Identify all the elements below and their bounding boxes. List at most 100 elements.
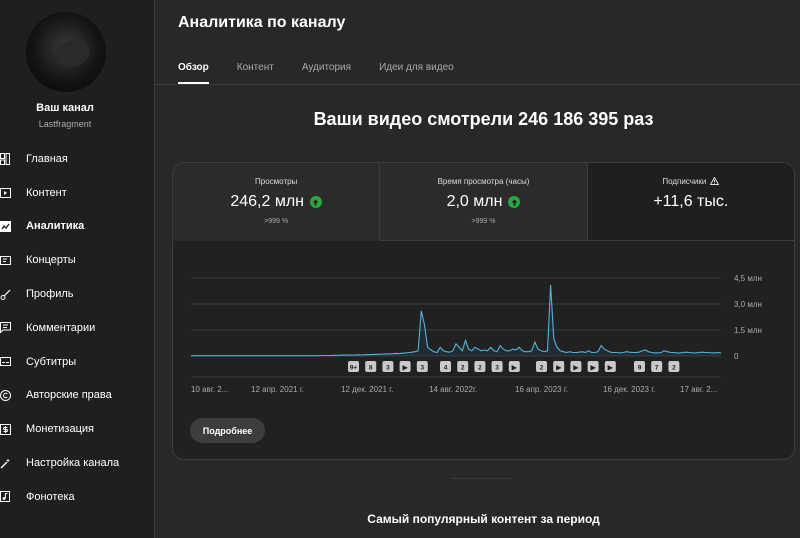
video-marker[interactable] — [668, 361, 680, 372]
video-marker-label: ▶ — [572, 365, 579, 372]
video-marker-label: ▶ — [511, 365, 518, 372]
video-marker[interactable] — [348, 361, 359, 372]
ticket-icon — [0, 255, 26, 265]
video-marker-label: ▶ — [590, 365, 597, 372]
video-marker-label: 2 — [478, 365, 482, 372]
tab-content[interactable]: Контент — [236, 62, 274, 73]
metric-value-row: +11,6 тыс. — [588, 193, 794, 211]
x-tick-label: 12 дек. 2021 г. — [341, 385, 393, 394]
tab-video-ideas[interactable]: Идеи для видео — [379, 62, 454, 73]
see-more-button[interactable]: Подробнее — [190, 418, 265, 443]
video-marker[interactable] — [399, 361, 411, 372]
video-marker[interactable] — [365, 361, 377, 372]
views-line-chart[interactable]: 4,5 млн 3,0 млн 1,5 млн 0 9+ 8 3 ▶ 3 4 2 2 3 ▶ 2 ▶ ▶ ▶ ▶ 9 7… — [173, 241, 795, 401]
sidebar-item-label: Субтитры — [26, 355, 77, 368]
sidebar-item-dashboard[interactable]: Главная — [0, 142, 155, 176]
sidebar: Ваш канал Lastfragment Главная Контент А… — [0, 0, 155, 538]
video-marker-label: 7 — [655, 365, 659, 372]
video-marker-label: ▶ — [555, 365, 562, 372]
sidebar-item-customization[interactable]: Настройка канала — [0, 446, 155, 480]
sidebar-item-label: Авторские права — [26, 389, 112, 402]
video-marker[interactable] — [553, 361, 565, 372]
content-icon — [0, 187, 26, 198]
video-marker-label: 4 — [444, 365, 448, 372]
video-marker[interactable] — [440, 361, 451, 372]
sidebar-item-audio-library[interactable]: Фонотека — [0, 480, 155, 514]
sidebar-item-label: Фонотека — [26, 490, 75, 503]
x-tick-label: 12 апр. 2021 г. — [251, 385, 304, 394]
views-headline: Ваши видео смотрели 246 186 395 раз — [313, 109, 654, 129]
video-marker[interactable] — [587, 361, 599, 372]
sidebar-item-subtitles[interactable]: Субтитры — [0, 345, 155, 379]
metric-change: >999 % — [471, 218, 496, 225]
video-marker[interactable] — [382, 361, 394, 372]
metric-label: Время просмотра (часы) — [437, 177, 530, 186]
x-tick-label: 10 авг. 2... — [191, 385, 228, 394]
video-marker-label: ▶ — [607, 365, 614, 372]
sidebar-item-label: Комментарии — [26, 321, 96, 334]
tabs: Обзор Контент Аудитория Идеи для видео — [178, 52, 482, 84]
series-area — [191, 284, 721, 356]
video-marker-label: 3 — [386, 365, 390, 372]
video-marker[interactable] — [536, 361, 547, 372]
brush-icon — [0, 289, 26, 300]
metric-label-row: Подписчики — [588, 175, 794, 187]
metric-value: 2,0 млн — [446, 193, 503, 210]
metric-value: 246,2 млн — [230, 193, 304, 210]
subtitles-icon — [0, 357, 26, 367]
sidebar-item-comments[interactable]: Комментарии — [0, 311, 155, 345]
comments-icon — [0, 322, 26, 334]
page-title: Аналитика по каналу — [178, 14, 346, 31]
video-marker[interactable] — [474, 361, 486, 372]
video-marker[interactable] — [570, 361, 582, 372]
sidebar-item-concerts[interactable]: Концерты — [0, 243, 155, 277]
channel-handle: Lastfragment — [38, 119, 92, 129]
series-line — [191, 284, 722, 357]
sidebar-item-monetization[interactable]: Монетизация — [0, 412, 155, 446]
dashboard-icon — [0, 152, 26, 165]
y-tick-label: 1,5 млн — [734, 326, 762, 335]
metric-views[interactable]: Просмотры 246,2 млн >999 % — [173, 163, 381, 241]
metric-subscribers[interactable]: Подписчики +11,6 тыс. — [587, 163, 794, 241]
channel-name: Ваш канал — [36, 102, 94, 114]
channel-avatar[interactable] — [26, 12, 106, 92]
sidebar-nav: Главная Контент Аналитика Концерты Профи… — [0, 142, 155, 514]
metric-label: Просмотры — [255, 177, 298, 186]
x-tick-label: 16 дек. 2023 г. — [603, 385, 655, 394]
copyright-icon — [0, 389, 26, 401]
video-marker[interactable] — [634, 361, 645, 372]
video-marker[interactable] — [457, 361, 469, 372]
metric-value-row: 2,0 млн — [380, 193, 586, 211]
video-marker-label: 3 — [495, 365, 499, 372]
sidebar-item-profile[interactable]: Профиль — [0, 277, 155, 311]
video-marker-label: 2 — [540, 365, 544, 372]
video-marker-label: 2 — [461, 365, 465, 372]
sidebar-item-copyright[interactable]: Авторские права — [0, 379, 155, 413]
metric-label: Подписчики — [662, 177, 707, 186]
sidebar-item-label: Монетизация — [26, 423, 94, 436]
video-marker[interactable] — [491, 361, 503, 372]
video-marker[interactable] — [604, 361, 616, 372]
section-divider — [452, 478, 512, 479]
overview-card: Просмотры 246,2 млн >999 % Время просмот… — [172, 162, 795, 460]
sidebar-item-content[interactable]: Контент — [0, 176, 155, 210]
y-tick-label: 0 — [734, 352, 739, 361]
arrow-up-icon — [309, 196, 322, 208]
sidebar-item-label: Настройка канала — [26, 457, 120, 470]
sidebar-item-label: Аналитика — [26, 220, 85, 233]
sidebar-item-analytics[interactable]: Аналитика — [0, 210, 155, 244]
y-tick-label: 4,5 млн — [734, 274, 762, 283]
audio-library-icon — [0, 491, 26, 503]
metric-watch-time[interactable]: Время просмотра (часы) 2,0 млн >999 % — [380, 163, 588, 241]
metric-value-row: 246,2 млн — [173, 193, 379, 211]
tab-audience[interactable]: Аудитория — [301, 62, 352, 73]
x-tick-label: 17 авг. 2... — [680, 385, 717, 394]
video-marker[interactable] — [508, 361, 520, 372]
video-marker[interactable] — [651, 361, 663, 372]
tab-overview[interactable]: Обзор — [178, 52, 209, 84]
sidebar-item-label: Главная — [26, 152, 68, 165]
video-marker[interactable] — [416, 361, 428, 372]
tabs-divider — [155, 84, 800, 85]
x-tick-label: 16 апр. 2023 г. — [515, 385, 568, 394]
metric-value: +11,6 тыс. — [653, 193, 729, 210]
